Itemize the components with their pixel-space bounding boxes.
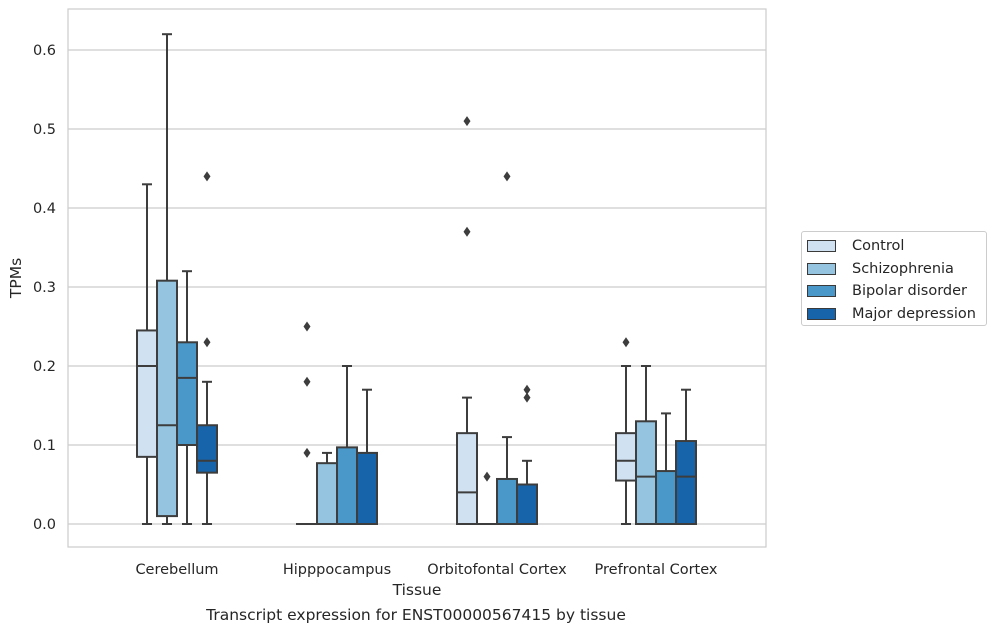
box-0-3: [615, 337, 637, 525]
outlier-point: [523, 392, 531, 403]
legend-swatch: [807, 285, 836, 298]
legend-label: Control: [852, 238, 905, 255]
x-tick-label: Orbitofontal Cortex: [427, 562, 567, 578]
outlier-point: [303, 447, 311, 458]
box-body: [156, 279, 178, 518]
box-1-0: [156, 33, 178, 525]
box-2-2: [496, 171, 518, 525]
outlier-point: [622, 337, 630, 348]
box-body: [635, 420, 657, 525]
legend-swatch: [807, 240, 836, 253]
box-3-3: [675, 388, 697, 525]
legend-label: Major depression: [852, 305, 976, 322]
outlier-point: [463, 116, 471, 127]
outlier-point: [203, 171, 211, 182]
box-0-2: [456, 116, 478, 525]
box-body: [316, 462, 338, 526]
box-body: [655, 470, 677, 526]
box-body: [196, 424, 218, 474]
outlier-point: [483, 471, 491, 482]
box-body: [675, 440, 697, 525]
box-0-0: [136, 183, 158, 525]
y-tick-label: 0.2: [33, 359, 56, 375]
y-tick-label: 0.6: [33, 43, 56, 59]
legend-label: Bipolar disorder: [852, 283, 967, 300]
box-3-1: [356, 388, 378, 525]
y-tick-label: 0.1: [33, 438, 56, 454]
y-axis-label: TPMs: [7, 258, 25, 299]
box-body: [136, 329, 158, 458]
legend-item-major-depression: Major depression: [807, 303, 986, 326]
box-0-1: [296, 321, 318, 526]
box-1-1: [316, 451, 338, 526]
box-body: [516, 483, 538, 525]
chart-caption: Transcript expression for ENST0000056741…: [206, 606, 626, 624]
legend-swatch: [807, 307, 836, 320]
box-body: [176, 341, 198, 446]
box-1-3: [635, 365, 657, 525]
y-tick-label: 0.5: [33, 122, 56, 138]
box-body: [496, 477, 518, 525]
x-axis-ticks: Cerebellum Hipppocampus Orbitofontal Corte…: [135, 562, 717, 578]
legend-item-schizophrenia: Schizophrenia: [807, 258, 986, 281]
legend: Control Schizophrenia Bipolar disorder M…: [801, 231, 987, 326]
legend-label: Schizophrenia: [852, 260, 954, 277]
x-tick-label: Hipppocampus: [283, 562, 391, 578]
outlier-point: [303, 321, 311, 332]
x-tick-label: Prefrontal Cortex: [595, 562, 718, 578]
legend-item-bipolar-disorder: Bipolar disorder: [807, 280, 986, 303]
legend-swatch: [807, 262, 836, 275]
box-body: [615, 432, 637, 482]
box-2-3: [655, 412, 677, 526]
box-2-0: [176, 270, 198, 525]
box-body: [336, 446, 358, 525]
y-tick-label: 0.0: [33, 517, 56, 533]
x-tick-label: Cerebellum: [135, 562, 218, 578]
plot-frame: [67, 8, 767, 548]
box-3-0: [196, 171, 218, 525]
y-axis-ticks: 0.0 0.1 0.2 0.3 0.4 0.5 0.6: [33, 43, 56, 533]
outlier-point: [503, 171, 511, 182]
legend-item-control: Control: [807, 235, 986, 258]
y-tick-label: 0.4: [33, 201, 56, 217]
x-axis-label: Tissue: [392, 581, 442, 599]
box-body: [356, 451, 378, 525]
outlier-point: [303, 376, 311, 387]
box-body: [456, 432, 478, 525]
y-tick-label: 0.3: [33, 280, 56, 296]
outlier-point: [203, 337, 211, 348]
box-3-2: [516, 384, 538, 525]
outlier-point: [463, 226, 471, 237]
boxes: [136, 33, 697, 526]
box-1-2: [476, 471, 498, 526]
outlier-point: [523, 384, 531, 395]
